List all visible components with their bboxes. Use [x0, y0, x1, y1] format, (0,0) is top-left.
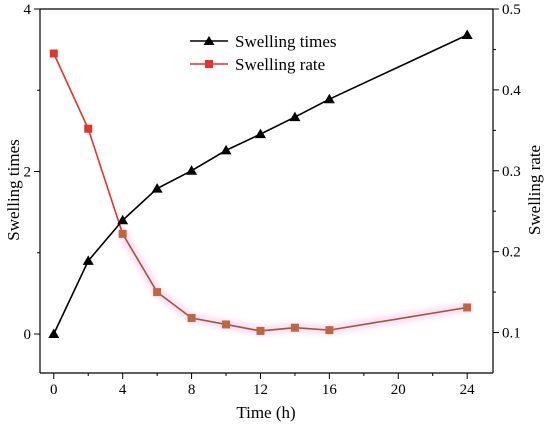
swelling-times-line — [53, 34, 468, 335]
x-tick-labels: 0 4 8 12 16 20 24 — [50, 382, 475, 398]
swelling-times-point — [323, 93, 335, 104]
x-axis-title: Time (h) — [236, 403, 295, 422]
y-left-tick-labels: 0 2 4 — [24, 2, 32, 343]
swelling-rate-segment — [121, 233, 158, 293]
swelling-times-point — [48, 328, 60, 338]
swelling-rate-point — [290, 323, 299, 332]
swelling-rate-point — [118, 229, 127, 238]
swelling-rate-point — [222, 320, 231, 329]
swelling-times-point — [254, 128, 266, 139]
series-swelling-rate — [49, 49, 473, 336]
plot-frame — [39, 8, 494, 374]
y-right-tick-label: 0.3 — [502, 164, 521, 180]
swelling-rate-segment — [53, 53, 89, 130]
swelling-rate-point — [325, 326, 334, 335]
y-right-tick-label: 0.1 — [502, 326, 521, 342]
swelling-rate-segment — [191, 317, 227, 326]
x-tick-label: 4 — [119, 382, 127, 398]
x-tick-label: 24 — [460, 382, 476, 398]
series-swelling-times — [48, 29, 473, 338]
y-right-axis-title: Swelling rate — [525, 145, 544, 235]
axis-ticks — [34, 8, 499, 379]
swelling-rate-segment — [294, 326, 330, 331]
swelling-rate-segment — [156, 291, 193, 319]
x-tick-label: 8 — [188, 382, 196, 398]
swelling-rate-segment — [260, 326, 295, 332]
swelling-times-point — [461, 29, 473, 39]
legend-label-swelling-rate: Swelling rate — [235, 55, 325, 74]
swelling-times-point — [151, 183, 163, 193]
swelling-times-point — [82, 255, 94, 265]
x-tick-label: 20 — [391, 382, 406, 398]
swelling-times-point — [186, 165, 198, 175]
legend: Swelling times Swelling rate — [190, 32, 337, 74]
legend-marker-triangle — [203, 36, 215, 45]
y-right-tick-label: 0.5 — [502, 2, 521, 18]
legend-marker-square — [205, 60, 213, 68]
swelling-rate-point — [153, 288, 162, 297]
swelling-times-point — [117, 214, 129, 225]
legend-label-swelling-times: Swelling times — [235, 32, 337, 51]
swelling-rate-point — [256, 326, 265, 335]
x-tick-label: 0 — [50, 382, 58, 398]
x-tick-label: 16 — [322, 382, 338, 398]
y-right-tick-label: 0.4 — [502, 83, 521, 99]
y-left-axis-title: Swelling times — [4, 139, 23, 241]
swelling-rate-point — [84, 124, 93, 133]
x-tick-label: 12 — [253, 382, 268, 398]
swelling-rate-segment — [87, 128, 124, 235]
y-right-tick-label: 0.2 — [502, 245, 521, 261]
y-left-tick-label: 0 — [24, 327, 32, 343]
swelling-rate-segment — [329, 306, 468, 331]
swelling-rate-point — [49, 49, 58, 58]
swelling-rate-point — [463, 303, 472, 312]
swelling-rate-point — [187, 313, 196, 322]
y-right-tick-labels: 0.1 0.2 0.3 0.4 0.5 — [502, 2, 521, 342]
swelling-times-point — [220, 144, 232, 155]
y-left-tick-label: 4 — [24, 2, 32, 18]
swelling-times-point — [289, 111, 301, 122]
swelling-rate-segment — [225, 323, 261, 332]
y-left-tick-label: 2 — [24, 165, 32, 181]
